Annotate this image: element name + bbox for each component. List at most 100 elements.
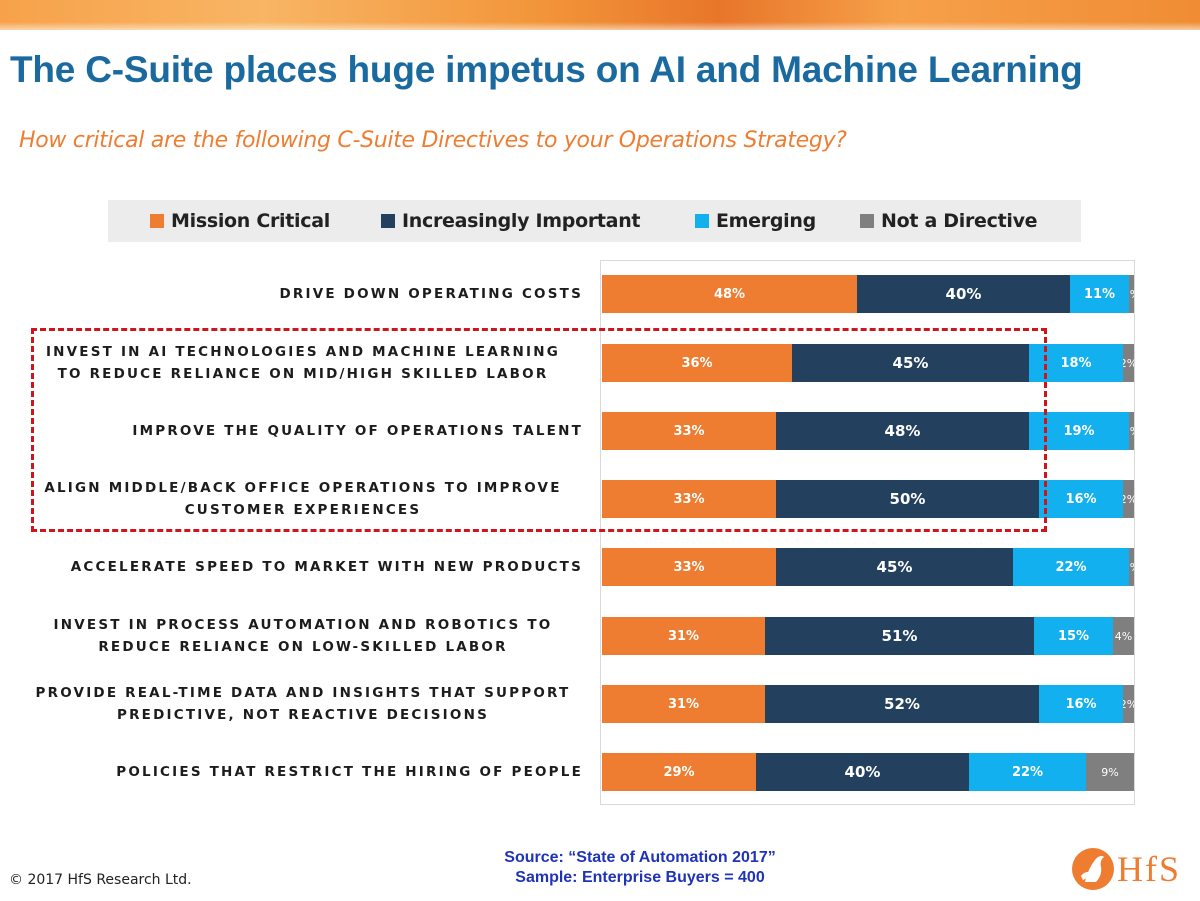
data-label: 22% bbox=[1055, 559, 1087, 575]
category-label: DRIVE DOWN OPERATING COSTS bbox=[23, 283, 583, 305]
category-label-line: PROVIDE REAL-TIME DATA AND INSIGHTS THAT… bbox=[35, 685, 571, 701]
data-label: 45% bbox=[876, 558, 913, 576]
bar-segment-nd: 1% bbox=[1129, 275, 1134, 313]
legend-item-ii: Increasingly Important bbox=[381, 200, 641, 242]
data-label: 2% bbox=[1123, 492, 1134, 506]
data-label: 19% bbox=[1063, 423, 1095, 439]
category-label-line: TO REDUCE RELIANCE ON MID/HIGH SKILLED L… bbox=[57, 366, 549, 382]
data-label: 1% bbox=[1129, 425, 1134, 438]
data-label: 50% bbox=[889, 490, 926, 508]
data-label: 40% bbox=[945, 285, 982, 303]
data-label: 16% bbox=[1065, 491, 1097, 507]
logo-emblem-icon bbox=[1072, 848, 1114, 890]
category-label: INVEST IN PROCESS AUTOMATION AND ROBOTIC… bbox=[23, 614, 583, 658]
data-label: 1% bbox=[1129, 288, 1134, 301]
category-label-line: INVEST IN AI TECHNOLOGIES AND MACHINE LE… bbox=[45, 344, 561, 360]
legend-swatch bbox=[860, 214, 874, 228]
bar-segment-ii: 50% bbox=[776, 480, 1039, 518]
legend-swatch bbox=[381, 214, 395, 228]
sample-line: Sample: Enterprise Buyers = 400 bbox=[515, 869, 765, 886]
category-label: ACCELERATE SPEED TO MARKET WITH NEW PROD… bbox=[23, 556, 583, 578]
bar-segment-nd: 2% bbox=[1123, 480, 1134, 518]
copyright: © 2017 HfS Research Ltd. bbox=[9, 872, 192, 888]
bar-segment-em: 22% bbox=[969, 753, 1086, 791]
bar-segment-mc: 33% bbox=[602, 412, 776, 450]
legend-label: Emerging bbox=[716, 210, 816, 232]
category-label-line: INVEST IN PROCESS AUTOMATION AND ROBOTIC… bbox=[53, 617, 553, 633]
source-line: Source: “State of Automation 2017” bbox=[504, 849, 776, 866]
category-label-line: POLICIES THAT RESTRICT THE HIRING OF PEO… bbox=[116, 764, 583, 780]
category-label-line: DRIVE DOWN OPERATING COSTS bbox=[279, 286, 583, 302]
data-label: 15% bbox=[1057, 628, 1090, 644]
bar-segment-ii: 40% bbox=[857, 275, 1070, 313]
legend-label: Mission Critical bbox=[171, 210, 330, 232]
highlight-box bbox=[31, 328, 1047, 532]
category-label-line: PREDICTIVE, NOT REACTIVE DECISIONS bbox=[116, 707, 490, 723]
bar-segment-ii: 45% bbox=[776, 548, 1013, 586]
bar-segment-ii: 40% bbox=[756, 753, 969, 791]
bar-segment-nd: 1% bbox=[1129, 412, 1134, 450]
data-label: 29% bbox=[663, 764, 695, 780]
data-label: 22% bbox=[1011, 764, 1044, 780]
bar-segment-ii: 48% bbox=[776, 412, 1029, 450]
data-label: 33% bbox=[673, 559, 705, 575]
bar-segment-nd: 1% bbox=[1129, 548, 1134, 586]
legend-item-nd: Not a Directive bbox=[860, 200, 1038, 242]
bar-segment-mc: 36% bbox=[602, 344, 792, 382]
data-label: 31% bbox=[667, 628, 700, 644]
data-label: 11% bbox=[1083, 286, 1116, 302]
bar-segment-mc: 33% bbox=[602, 548, 776, 586]
category-label-line: IMPROVE THE QUALITY OF OPERATIONS TALENT bbox=[132, 423, 583, 439]
data-label: 18% bbox=[1060, 355, 1092, 371]
bar-segment-em: 22% bbox=[1013, 548, 1129, 586]
bar-segment-mc: 31% bbox=[602, 617, 765, 655]
bar-segment-nd: 4% bbox=[1113, 617, 1134, 655]
data-label: 4% bbox=[1114, 629, 1133, 643]
category-label-line: ALIGN MIDDLE/BACK OFFICE OPERATIONS TO I… bbox=[44, 480, 562, 496]
chart-legend: Mission Critical Increasingly Important Em… bbox=[108, 200, 1081, 242]
category-label: INVEST IN AI TECHNOLOGIES AND MACHINE LE… bbox=[23, 341, 583, 385]
source-note: Source: “State of Automation 2017” Sampl… bbox=[440, 848, 840, 888]
page-title: The C-Suite places huge impetus on AI an… bbox=[10, 49, 1083, 90]
data-label: 48% bbox=[884, 422, 921, 440]
bar-segment-mc: 31% bbox=[602, 685, 765, 723]
chart-subtitle: How critical are the following C-Suite D… bbox=[19, 128, 847, 153]
category-label-line: REDUCE RELIANCE ON LOW-SKILLED LABOR bbox=[98, 639, 508, 655]
data-label: 9% bbox=[1101, 765, 1119, 779]
legend-swatch bbox=[150, 214, 164, 228]
bar-segment-ii: 51% bbox=[765, 617, 1034, 655]
data-label: 33% bbox=[673, 491, 705, 507]
legend-item-mc: Mission Critical bbox=[150, 200, 330, 242]
data-label: 1% bbox=[1129, 561, 1134, 574]
bar-segment-em: 16% bbox=[1039, 685, 1123, 723]
data-label: 16% bbox=[1065, 696, 1097, 712]
bar-segment-nd: 9% bbox=[1086, 753, 1134, 791]
data-label: 2% bbox=[1123, 697, 1134, 711]
data-label: 2% bbox=[1123, 356, 1134, 370]
legend-swatch bbox=[695, 214, 709, 228]
category-label: IMPROVE THE QUALITY OF OPERATIONS TALENT bbox=[23, 420, 583, 442]
legend-item-em: Emerging bbox=[695, 200, 816, 242]
category-label-line: ACCELERATE SPEED TO MARKET WITH NEW PROD… bbox=[70, 559, 583, 575]
data-label: 52% bbox=[884, 695, 920, 713]
data-label: 40% bbox=[844, 763, 881, 781]
bar-segment-mc: 29% bbox=[602, 753, 756, 791]
logo-text: HfS bbox=[1117, 849, 1182, 889]
bar-segment-nd: 2% bbox=[1123, 685, 1134, 723]
category-label: ALIGN MIDDLE/BACK OFFICE OPERATIONS TO I… bbox=[23, 477, 583, 521]
bar-segment-nd: 2% bbox=[1123, 344, 1134, 382]
bar-segment-mc: 48% bbox=[602, 275, 857, 313]
data-label: 51% bbox=[881, 627, 918, 645]
hfs-logo: HfS bbox=[1071, 846, 1191, 894]
top-banner bbox=[0, 0, 1200, 30]
data-label: 45% bbox=[892, 354, 929, 372]
data-label: 48% bbox=[713, 286, 746, 302]
data-label: 31% bbox=[667, 696, 700, 712]
data-label: 33% bbox=[673, 423, 705, 439]
bar-segment-ii: 45% bbox=[792, 344, 1029, 382]
category-label: PROVIDE REAL-TIME DATA AND INSIGHTS THAT… bbox=[23, 682, 583, 726]
legend-label: Increasingly Important bbox=[402, 210, 641, 232]
data-label: 36% bbox=[681, 355, 713, 371]
bar-segment-em: 15% bbox=[1034, 617, 1113, 655]
bar-segment-ii: 52% bbox=[765, 685, 1039, 723]
